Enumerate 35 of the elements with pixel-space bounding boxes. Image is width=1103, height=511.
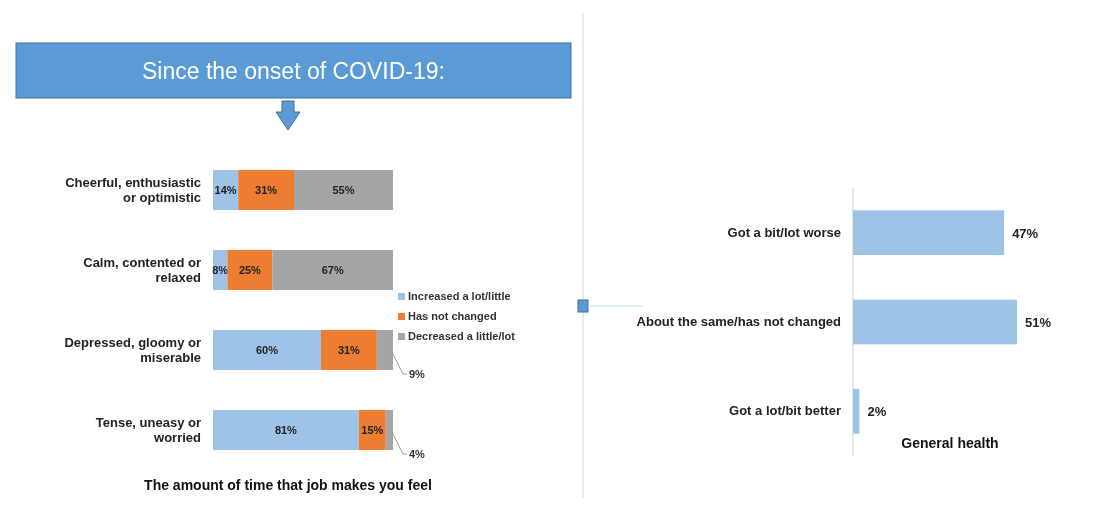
bar	[213, 410, 359, 450]
data-label: 47%	[1012, 225, 1039, 241]
data-label: 55%	[332, 184, 355, 196]
data-label: 60%	[255, 344, 279, 356]
y-tick-label: About the same/has not changed	[636, 314, 842, 329]
data-label: 2%	[867, 404, 887, 420]
bar	[321, 330, 377, 370]
data-label: 25%	[238, 264, 262, 276]
y-tick-label: Cheerful, enthusiastic or optimistic	[65, 174, 201, 205]
data-label: 14%	[214, 184, 237, 196]
legend-label: Has not changed	[408, 310, 497, 322]
data-label: 15%	[361, 424, 384, 436]
bar	[238, 170, 294, 210]
y-tick-label: Tense, uneasy or worried	[95, 414, 202, 445]
bar	[227, 250, 273, 290]
x-axis-title: General health	[901, 435, 999, 451]
legend-label: Increased a lot/little	[408, 290, 511, 302]
x-axis-title: The amount of time that job makes you feel	[144, 477, 432, 493]
legend-label: Decreased a little/lot	[408, 330, 516, 342]
y-tick-label: Depressed, gloomy or miserable	[64, 334, 201, 365]
data-label: 67%	[321, 264, 344, 276]
y-tick-label: Got a lot/bit better	[729, 403, 841, 419]
data-label: 81%	[274, 424, 298, 436]
data-label: 31%	[337, 344, 361, 356]
data-label: 51%	[1025, 315, 1052, 330]
data-label: 9%	[409, 368, 426, 380]
bar	[294, 170, 393, 210]
chart-title: Since the onset of COVID-19:	[142, 58, 445, 84]
bar	[272, 250, 393, 290]
bar	[213, 330, 321, 370]
y-tick-label: Got a bit/lot worse	[727, 224, 841, 240]
data-label: 4%	[409, 448, 426, 460]
data-label: 8%	[212, 264, 229, 276]
y-tick-label: Calm, contented or relaxed	[83, 254, 202, 285]
data-label: 31%	[255, 184, 278, 196]
